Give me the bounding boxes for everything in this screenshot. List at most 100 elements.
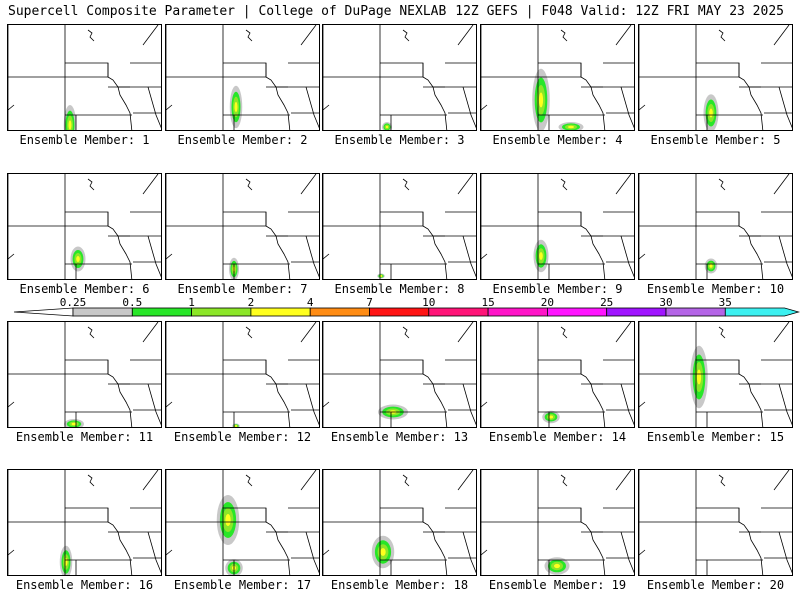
state-boundaries <box>639 174 792 279</box>
map-panel-graphic <box>166 25 319 130</box>
parameter-shading <box>234 101 238 113</box>
colorbar-tick-label: 7 <box>366 296 373 309</box>
ensemble-member-panel <box>638 321 793 428</box>
parameter-shading <box>235 425 237 427</box>
ensemble-member-panel <box>322 321 477 428</box>
ensemble-member-panel <box>480 24 635 131</box>
colorbar-tick-label: 4 <box>307 296 314 309</box>
ensemble-member-panel <box>322 469 477 576</box>
state-boundaries <box>323 174 476 279</box>
ensemble-member-panel <box>638 173 793 280</box>
ensemble-member-label: Ensemble Member: 2 <box>177 133 308 147</box>
parameter-shading <box>554 563 560 569</box>
parameter-shading <box>696 369 702 385</box>
parameter-shading <box>385 125 389 129</box>
ensemble-member-panel <box>7 173 162 280</box>
map-panel-graphic <box>323 25 476 130</box>
ensemble-member-panel <box>7 321 162 428</box>
parameter-shading <box>548 415 554 419</box>
ensemble-member-panel <box>480 469 635 576</box>
state-boundaries <box>166 470 319 575</box>
colorbar-segment <box>547 307 608 317</box>
map-panel-graphic <box>323 470 476 575</box>
colorbar-segment <box>191 307 252 317</box>
colorbar-legend: 0.25 0.5 1 2 4 7 10 15 20 25 30 35 <box>13 296 800 317</box>
colorbar-tick-label: 0.5 <box>122 296 142 309</box>
parameter-shading <box>568 125 574 129</box>
ensemble-member-label: Ensemble Member: 18 <box>330 578 469 592</box>
map-panel-graphic <box>639 174 792 279</box>
state-boundaries <box>166 25 319 130</box>
parameter-shading <box>76 256 80 262</box>
parameter-shading <box>380 548 386 556</box>
ensemble-member-label: Ensemble Member: 17 <box>173 578 312 592</box>
state-boundaries <box>639 470 792 575</box>
parameter-shading <box>709 264 713 268</box>
map-panel-graphic <box>166 174 319 279</box>
map-panel-graphic <box>8 322 161 427</box>
colorbar-segment <box>487 307 548 317</box>
state-boundaries <box>8 25 161 130</box>
state-boundaries <box>639 322 792 427</box>
map-panel-graphic <box>639 25 792 130</box>
ensemble-member-label: Ensemble Member: 3 <box>334 133 465 147</box>
colorbar-tick-label: 2 <box>248 296 255 309</box>
parameter-shading <box>539 252 543 260</box>
colorbar-segment <box>428 307 489 317</box>
colorbar-segment <box>665 307 726 317</box>
map-panel-graphic <box>639 470 792 575</box>
colorbar-segment <box>724 307 800 317</box>
colorbar-tick-label: 0.25 <box>60 296 87 309</box>
colorbar-segment <box>250 307 311 317</box>
ensemble-member-label: Ensemble Member: 4 <box>492 133 623 147</box>
ensemble-member-panel <box>165 321 320 428</box>
ensemble-member-panel <box>638 24 793 131</box>
colorbar-segment <box>131 307 193 317</box>
colorbar-segment <box>309 307 370 317</box>
state-boundaries <box>481 174 634 279</box>
ensemble-member-panel <box>7 469 162 576</box>
ensemble-member-panel <box>480 173 635 280</box>
state-boundaries <box>481 322 634 427</box>
ensemble-member-label: Ensemble Member: 11 <box>15 430 154 444</box>
state-boundaries <box>8 174 161 279</box>
state-boundaries <box>481 470 634 575</box>
ensemble-member-panel <box>322 24 477 131</box>
colorbar-tick-label: 20 <box>541 296 554 309</box>
ensemble-member-label: Ensemble Member: 6 <box>19 282 150 296</box>
colorbar-tick-label: 15 <box>481 296 494 309</box>
map-panel-graphic <box>166 322 319 427</box>
colorbar-segment <box>72 307 133 317</box>
state-boundaries <box>166 174 319 279</box>
parameter-shading <box>538 92 544 108</box>
map-panel-graphic <box>8 174 161 279</box>
ensemble-member-panel <box>7 24 162 131</box>
state-boundaries <box>639 25 792 130</box>
parameter-shading <box>380 275 382 277</box>
parameter-shading <box>225 514 231 526</box>
ensemble-member-label: Ensemble Member: 7 <box>177 282 308 296</box>
map-panel-graphic <box>481 470 634 575</box>
ensemble-member-panel <box>638 469 793 576</box>
colorbar-segment <box>369 307 430 317</box>
colorbar-low-arrow <box>13 307 74 317</box>
ensemble-member-panel <box>480 321 635 428</box>
ensemble-member-label: Ensemble Member: 19 <box>488 578 627 592</box>
ensemble-member-label: Ensemble Member: 14 <box>488 430 627 444</box>
ensemble-member-label: Ensemble Member: 20 <box>646 578 785 592</box>
colorbar-tick-label: 30 <box>659 296 672 309</box>
ensemble-member-label: Ensemble Member: 9 <box>492 282 623 296</box>
ensemble-member-label: Ensemble Member: 15 <box>646 430 785 444</box>
ensemble-member-label: Ensemble Member: 1 <box>19 133 150 147</box>
colorbar-tick-label: 25 <box>600 296 613 309</box>
colorbar-tick-label: 35 <box>719 296 732 309</box>
ensemble-member-label: Ensemble Member: 5 <box>650 133 781 147</box>
map-panel-graphic <box>639 322 792 427</box>
state-boundaries <box>481 25 634 130</box>
ensemble-member-label: Ensemble Member: 12 <box>173 430 312 444</box>
ensemble-member-label: Ensemble Member: 16 <box>15 578 154 592</box>
map-panel-graphic <box>8 25 161 130</box>
map-panel-graphic <box>481 25 634 130</box>
parameter-shading <box>709 108 713 118</box>
map-panel-graphic <box>323 174 476 279</box>
